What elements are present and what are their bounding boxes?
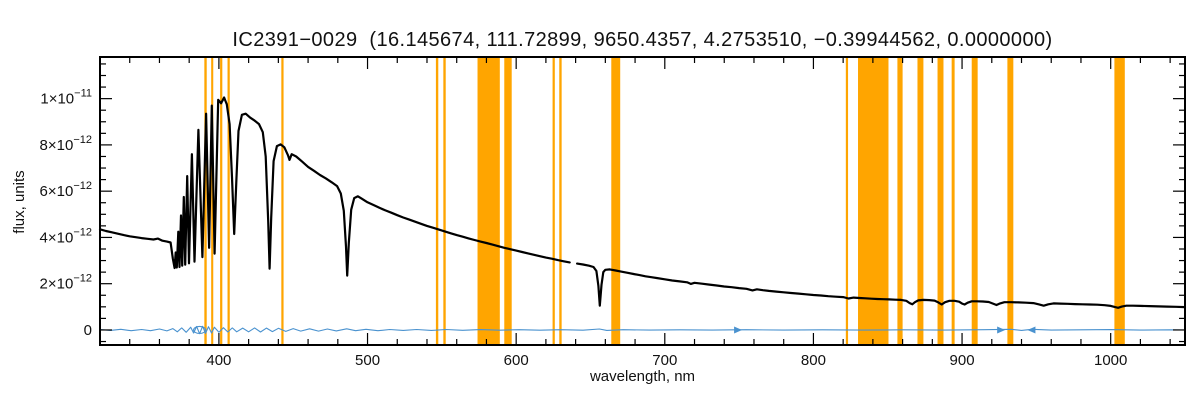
- x-tick-label: 500: [355, 352, 380, 369]
- residual-arrow-right-marker: [734, 326, 743, 334]
- mask-band: [552, 58, 555, 344]
- mask-band: [845, 58, 849, 344]
- x-tick-label: 900: [950, 352, 975, 369]
- mask-band: [477, 58, 500, 344]
- mask-band: [220, 58, 223, 344]
- y-tick-label: 4×10−12: [40, 226, 92, 246]
- mask-band: [1114, 58, 1125, 344]
- mask-band: [611, 58, 621, 344]
- chart-title: IC2391−0029 (16.145674, 111.72899, 9650.…: [232, 29, 1053, 51]
- mask-band: [504, 58, 512, 344]
- residual-trace: [99, 325, 1186, 335]
- mask-band: [443, 58, 446, 344]
- mask-band: [858, 58, 889, 344]
- residual-loop-marker: [193, 325, 207, 335]
- x-tick-label: 1000: [1094, 352, 1127, 369]
- mask-band: [951, 58, 955, 344]
- x-tick-label: 400: [206, 352, 231, 369]
- mask-band: [917, 58, 924, 344]
- y-tick-label: 8×10−12: [40, 134, 92, 154]
- plot-border: [99, 56, 1186, 346]
- mask-band: [204, 58, 207, 344]
- mask-band: [281, 58, 284, 344]
- x-tick-label: 700: [652, 352, 677, 369]
- mask-band: [435, 58, 439, 344]
- mask-band: [1007, 58, 1014, 344]
- x-tick-label: 800: [801, 352, 826, 369]
- residual-arrow-right-marker: [997, 326, 1006, 334]
- x-tick-label: 600: [504, 352, 529, 369]
- y-tick-label: 0: [84, 322, 92, 339]
- observed-spectrum-trace: [575, 262, 1187, 309]
- mask-band: [211, 58, 214, 344]
- mask-band: [227, 58, 230, 344]
- y-tick-label: 1×10−11: [40, 88, 92, 108]
- mask-band: [971, 58, 978, 344]
- y-tick-label: 6×10−12: [40, 180, 92, 200]
- mask-band: [559, 58, 562, 344]
- mask-band: [937, 58, 944, 344]
- observed-spectrum-trace: [98, 96, 571, 277]
- residual-arrow-left-marker: [1027, 326, 1036, 334]
- x-axis-label: wavelength, nm: [589, 368, 696, 385]
- mask-band: [897, 58, 903, 344]
- y-tick-label: 2×10−12: [40, 273, 92, 293]
